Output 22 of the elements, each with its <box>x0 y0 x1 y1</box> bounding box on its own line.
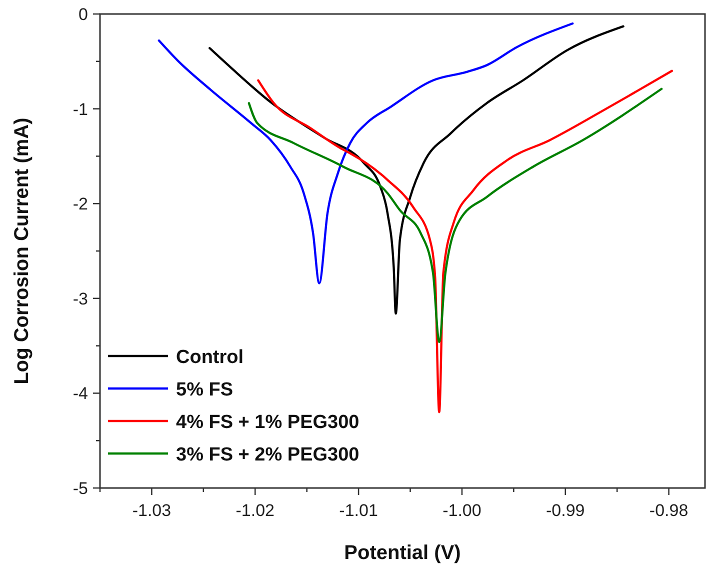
x-tick-label: -1.01 <box>339 501 378 520</box>
x-tick-label: -1.02 <box>236 501 275 520</box>
legend-label: 3% FS + 2% PEG300 <box>176 444 360 466</box>
legend-label: Control <box>176 347 244 368</box>
y-tick-label: -1 <box>72 100 88 119</box>
x-tick-label: -1.00 <box>442 501 482 520</box>
y-tick-label: -4 <box>72 384 88 404</box>
x-tick-label: -1.03 <box>132 501 172 520</box>
y-tick-label: 0 <box>78 5 88 24</box>
y-tick-label: -3 <box>72 289 88 308</box>
x-tick-label: -0.99 <box>546 501 585 520</box>
y-tick-label: -5 <box>72 479 88 498</box>
line-series <box>208 25 624 315</box>
line-series <box>248 88 663 344</box>
x-axis-title: Potential (V) <box>344 542 461 564</box>
y-axis-title: Log Corrosion Current (mA) <box>11 118 33 384</box>
line-series <box>257 70 674 414</box>
x-tick-label: -0.98 <box>649 501 688 520</box>
line-series <box>158 22 574 284</box>
y-tick-label: -2 <box>72 194 88 214</box>
legend-label: 5% FS <box>176 380 234 400</box>
legend-label: 4% FS + 1% PEG300 <box>176 412 360 433</box>
